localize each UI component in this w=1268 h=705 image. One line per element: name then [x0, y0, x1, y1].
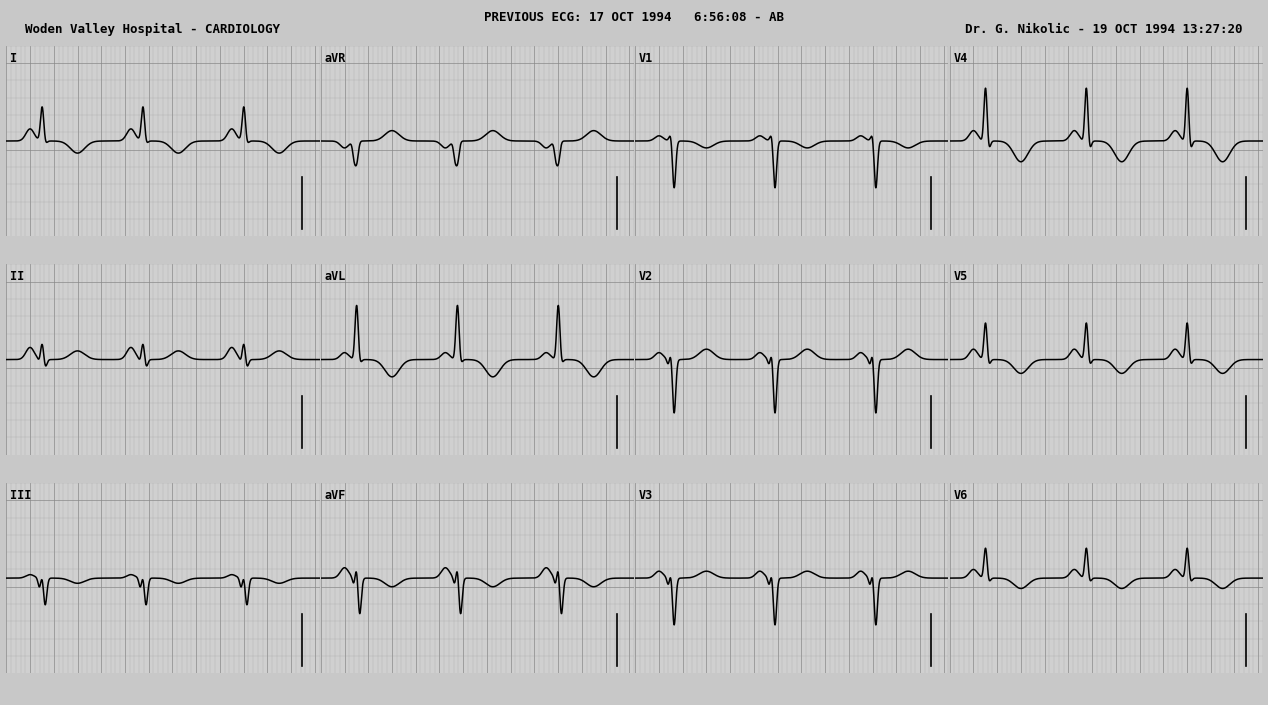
Text: V1: V1 [639, 51, 653, 65]
Text: Dr. G. Nikolic - 19 OCT 1994 13:27:20: Dr. G. Nikolic - 19 OCT 1994 13:27:20 [965, 23, 1243, 35]
Text: I: I [10, 51, 18, 65]
Text: V5: V5 [954, 270, 967, 283]
Text: V4: V4 [954, 51, 967, 65]
Text: V6: V6 [954, 489, 967, 502]
Text: aVF: aVF [325, 489, 346, 502]
Text: Woden Valley Hospital - CARDIOLOGY: Woden Valley Hospital - CARDIOLOGY [25, 23, 280, 36]
Text: V3: V3 [639, 489, 653, 502]
Text: PREVIOUS ECG: 17 OCT 1994   6:56:08 - AB: PREVIOUS ECG: 17 OCT 1994 6:56:08 - AB [484, 11, 784, 23]
Text: III: III [10, 489, 32, 502]
Text: aVL: aVL [325, 270, 346, 283]
Text: aVR: aVR [325, 51, 346, 65]
Text: V2: V2 [639, 270, 653, 283]
Text: II: II [10, 270, 24, 283]
